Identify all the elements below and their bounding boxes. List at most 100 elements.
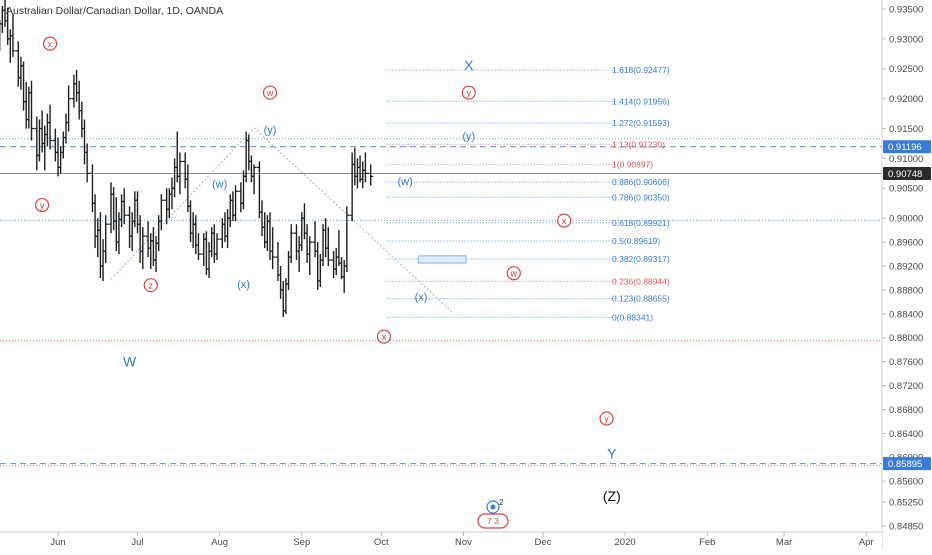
- wave-label-text: w: [510, 268, 518, 278]
- price-tick-label: 0.85600: [889, 477, 923, 488]
- time-tick-label: Nov: [455, 537, 472, 548]
- fibonacci-retracement[interactable]: 1.618(0.92477) 1.414(0.91956) 1.272(0.9159…: [386, 65, 670, 322]
- time-tick-label: Jun: [50, 537, 65, 548]
- ohlc-bar: [140, 227, 146, 270]
- ohlc-bar: [270, 227, 276, 270]
- wave-label-circled: x: [376, 329, 392, 344]
- trend-lines[interactable]: [110, 127, 454, 314]
- range-rectangle[interactable]: [417, 255, 467, 264]
- wave-label-text: X: [464, 57, 474, 73]
- price-tick-label: 0.87600: [889, 357, 923, 368]
- wave-label-text: Y: [607, 446, 617, 462]
- wave-label-circled: x: [42, 36, 58, 51]
- wave-label-circled: w: [262, 85, 278, 100]
- fib-level-label: 0.382(0.89317): [612, 254, 670, 264]
- ohlc-bar: [47, 104, 53, 150]
- time-tick-label: Aug: [211, 537, 228, 548]
- price-badge: 0.85895: [883, 457, 931, 471]
- time-axis-background: [0, 532, 882, 550]
- time-tick-label: Jul: [131, 537, 143, 548]
- events-icon[interactable]: 7 3: [477, 513, 509, 529]
- price-tick-label: 0.87200: [889, 381, 923, 392]
- price-tick-label: 0.86400: [889, 429, 923, 440]
- fib-level-label: 1.414(0.91956): [612, 96, 670, 106]
- wave-label-text: (y): [462, 131, 475, 143]
- price-tick-label: 0.92000: [889, 94, 923, 105]
- wave-label-circle: [376, 329, 392, 344]
- time-axis[interactable]: Jun Jul Aug Sep Oct Nov Dec 2020 Feb Mar Apr: [0, 531, 882, 550]
- price-tick-label: 0.84850: [889, 521, 923, 532]
- wave-labels: wxyzwxyxwy(y)(w)(x)(w)(x)(y)XWY(Z): [34, 36, 621, 504]
- fib-level-label: 1.618(0.92477): [612, 65, 670, 75]
- wave-label-text: w: [266, 88, 274, 98]
- price-tick-label: 0.91000: [889, 154, 923, 165]
- trend-line[interactable]: [110, 127, 255, 280]
- price-badge-label: 0.85895: [888, 459, 922, 470]
- symbol-title: Australian Dollar/Canadian Dollar, 1D, O…: [6, 5, 223, 17]
- time-tick-label: Mar: [776, 537, 792, 548]
- fib-level-label: 0.123(0.88655): [612, 294, 670, 304]
- event-icons[interactable]: 2 7 3: [477, 498, 509, 529]
- price-badge: 0.90748: [883, 166, 931, 180]
- wave-label-text: (x): [237, 279, 250, 291]
- wave-label-circle: [262, 85, 278, 100]
- price-badge: 0.91196: [883, 140, 931, 154]
- ohlc-bar: [29, 80, 34, 141]
- price-badge-bg: [883, 457, 931, 471]
- ohlc-bar: [307, 236, 313, 275]
- wave-label-circle: [599, 411, 614, 426]
- wave-label-text: x: [562, 216, 567, 226]
- horizontal-lines: [0, 138, 882, 467]
- ohlc-bar: [195, 233, 201, 261]
- trend-line[interactable]: [253, 127, 454, 314]
- wave-label-circled: x: [557, 213, 572, 228]
- ohlc-bar: [362, 152, 368, 183]
- wave-label-circled: y: [461, 85, 476, 100]
- wave-label-circle: [557, 213, 572, 228]
- time-tick-label: Sep: [293, 537, 310, 548]
- wave-label-text: x: [382, 332, 387, 342]
- price-tick-label: 0.88800: [889, 285, 923, 296]
- earnings-icon[interactable]: 2: [486, 498, 504, 514]
- fib-level-label: 0(0.88341): [612, 312, 653, 322]
- price-badge-label: 0.91196: [888, 142, 922, 153]
- earnings-icon-count: 2: [499, 498, 504, 507]
- time-tick-label: Dec: [534, 537, 551, 548]
- wave-label-circled: w: [506, 266, 521, 281]
- price-tick-label: 0.88400: [889, 309, 923, 320]
- time-tick-label: 2020: [615, 537, 636, 548]
- wave-label-text: y: [604, 414, 609, 424]
- ohlc-bar: [288, 224, 294, 264]
- ohlc-bar: [84, 143, 90, 183]
- events-icon-pill: [477, 513, 509, 529]
- ohlc-bar: [233, 185, 239, 222]
- wave-label-text: y: [467, 88, 472, 98]
- wave-label-circle: [42, 36, 58, 51]
- wave-label-text: x: [48, 39, 53, 49]
- ohlc-bar: [344, 206, 350, 273]
- price-badge-label: 0.90748: [888, 169, 922, 180]
- ohlc-bar: [368, 164, 374, 186]
- wave-label-text: (Z): [603, 488, 621, 504]
- fib-level-label: 1.272(0.91593): [612, 118, 670, 128]
- time-tick-label: Feb: [699, 537, 715, 548]
- ohlc-bar: [158, 194, 164, 231]
- price-badge-bg: [883, 140, 931, 154]
- price-tick-label: 0.90500: [889, 184, 923, 195]
- ohlc-bar: [214, 233, 220, 261]
- time-tick-label: Oct: [374, 537, 389, 548]
- price-tick-label: 0.89200: [889, 261, 923, 272]
- wave-label-circled: z: [143, 278, 158, 293]
- wave-label-text: (w): [398, 176, 413, 188]
- fib-level-label: 0.618(0.89921): [612, 218, 670, 228]
- fib-level-label: 1(0.90897): [612, 160, 653, 170]
- fib-level-label: 0.786(0.90350): [612, 192, 670, 202]
- wave-label-text: (y): [264, 125, 277, 137]
- wave-label-text: y: [40, 200, 45, 210]
- ohlc-bar: [103, 215, 109, 264]
- earnings-icon-dot: [490, 504, 496, 510]
- wave-label-circled: y: [34, 197, 50, 213]
